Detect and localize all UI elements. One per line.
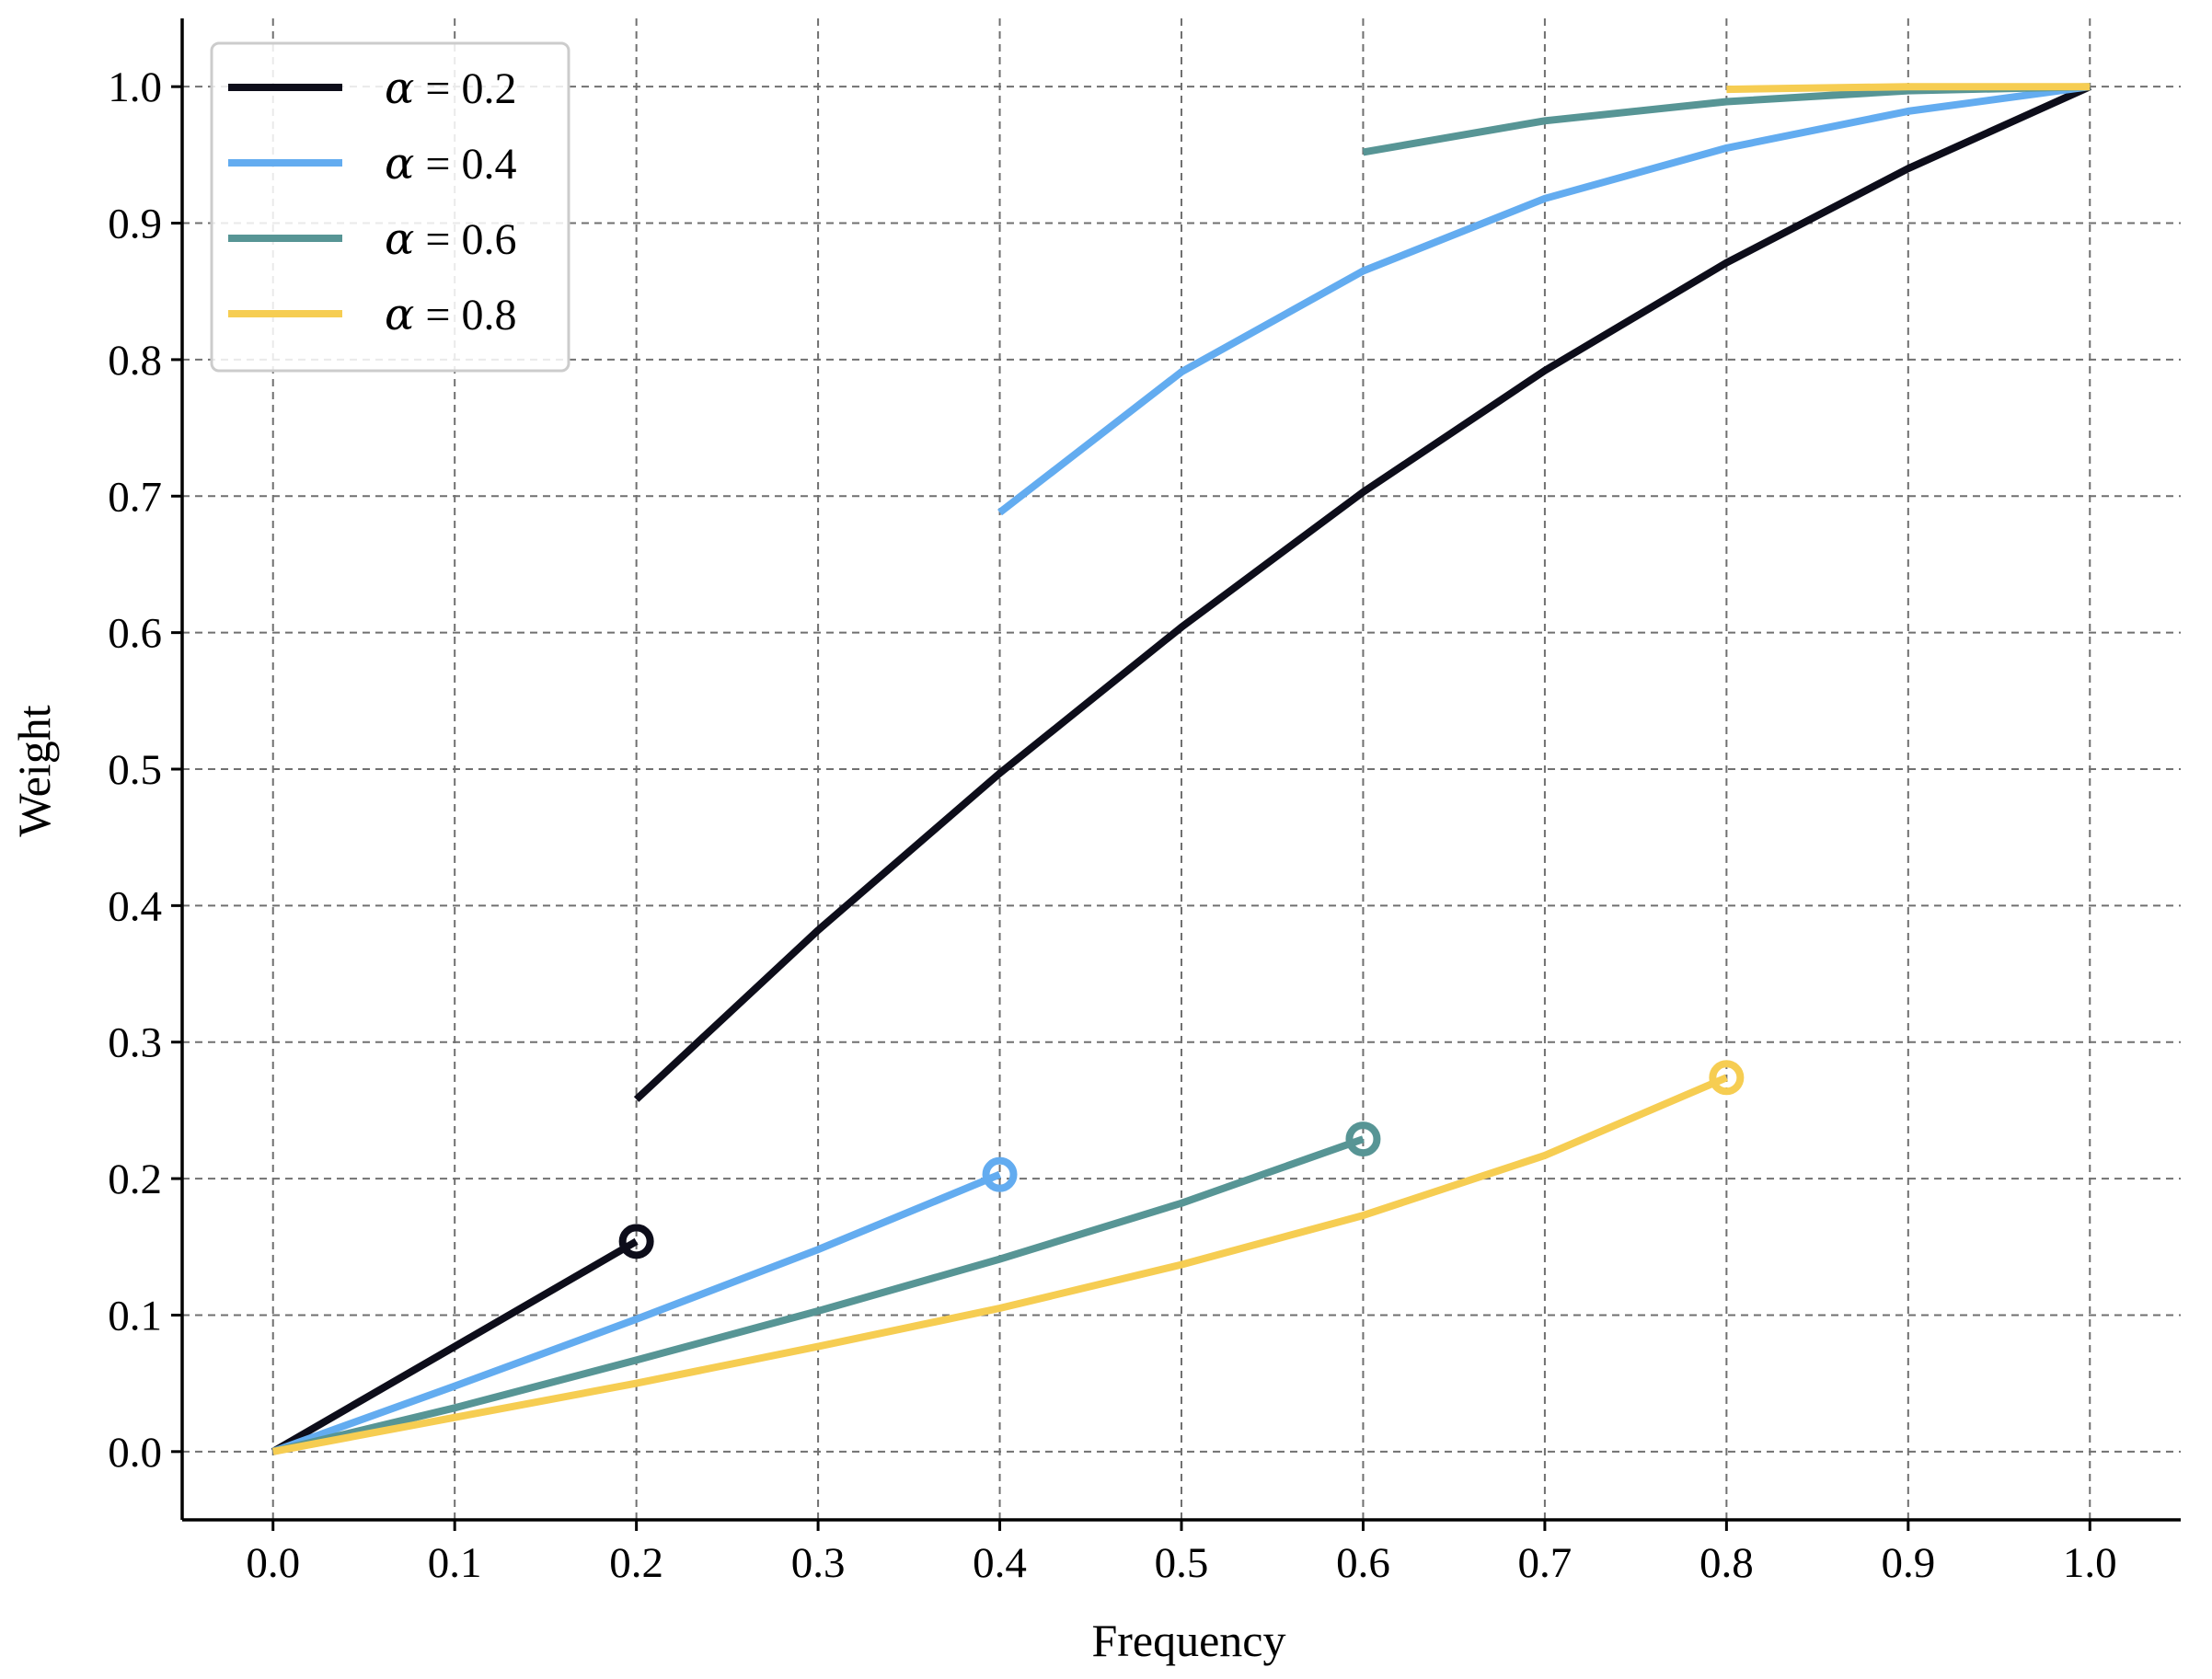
x-axis-ticks: 0.0 0.1 0.2 0.3 0.4 0.5 0.6 0.7 0.8 0.9 1.0	[246, 1520, 2117, 1587]
y-tick-label: 0.2	[108, 1156, 162, 1203]
legend-label: α = 0.4	[385, 138, 517, 190]
legend-alpha-value: = 0.8	[414, 291, 516, 339]
series-line-lower	[271, 1237, 639, 1455]
x-tick-label: 0.8	[1699, 1539, 1754, 1587]
y-tick-label: 0.9	[108, 201, 162, 248]
y-axis-ticks: 0.0 0.1 0.2 0.3 0.4 0.5 0.6 0.7 0.8 0.9 1.0	[108, 63, 182, 1477]
legend-label: α = 0.8	[385, 289, 517, 340]
legend-item: α = 0.4	[228, 138, 517, 190]
legend-item: α = 0.8	[228, 289, 517, 340]
legend-item: α = 0.6	[228, 213, 517, 265]
x-tick-label: 0.1	[428, 1539, 482, 1587]
y-tick-label: 1.0	[108, 63, 162, 111]
y-tick-label: 0.5	[108, 746, 162, 794]
x-tick-label: 0.9	[1881, 1539, 1935, 1587]
legend-alpha-symbol: α	[385, 138, 414, 190]
series-1	[271, 83, 2091, 1455]
legend-alpha-symbol: α	[385, 289, 414, 340]
series-0	[271, 83, 2091, 1455]
legend: α = 0.2α = 0.4α = 0.6α = 0.8	[210, 41, 570, 373]
x-tick-label: 0.0	[246, 1539, 300, 1587]
legend-label: α = 0.6	[385, 213, 517, 265]
x-tick-label: 0.2	[609, 1539, 663, 1587]
open-circle-marker	[1709, 1060, 1745, 1096]
x-tick-label: 0.6	[1336, 1539, 1390, 1587]
open-circle-marker	[1345, 1121, 1381, 1157]
legend-alpha-value: = 0.4	[414, 140, 516, 189]
y-tick-label: 0.1	[108, 1292, 162, 1340]
y-tick-label: 0.3	[108, 1019, 162, 1067]
open-circle-marker	[982, 1156, 1018, 1192]
legend-box	[210, 41, 570, 373]
legend-alpha-symbol: α	[385, 213, 414, 265]
y-tick-label: 0.8	[108, 337, 162, 385]
series-line-upper	[633, 83, 2091, 1102]
series-line-lower	[271, 1170, 1002, 1455]
y-tick-label: 0.7	[108, 473, 162, 521]
y-tick-label: 0.0	[108, 1429, 162, 1477]
legend-alpha-value: = 0.6	[414, 215, 516, 264]
y-tick-label: 0.6	[108, 610, 162, 658]
y-tick-label: 0.4	[108, 882, 162, 930]
x-tick-label: 0.3	[791, 1539, 846, 1587]
x-axis-label: Frequency	[1091, 1615, 1285, 1666]
grid	[182, 18, 2181, 1520]
legend-item: α = 0.2	[228, 63, 517, 114]
y-axis-label: Weight	[8, 705, 60, 836]
series-line-lower	[271, 1074, 1728, 1455]
series-layer	[271, 83, 2091, 1455]
legend-label: α = 0.2	[385, 63, 517, 114]
series-line-lower	[271, 1135, 1365, 1455]
series-3	[271, 83, 2091, 1455]
x-tick-label: 0.7	[1518, 1539, 1573, 1587]
legend-alpha-value: = 0.2	[414, 64, 516, 113]
x-tick-label: 0.4	[973, 1539, 1027, 1587]
series-line-upper	[1726, 83, 2091, 94]
legend-alpha-symbol: α	[385, 63, 414, 114]
open-circle-marker	[618, 1224, 654, 1259]
series-line-upper	[997, 83, 2091, 516]
x-tick-label: 0.5	[1155, 1539, 1209, 1587]
x-tick-label: 1.0	[2063, 1539, 2117, 1587]
